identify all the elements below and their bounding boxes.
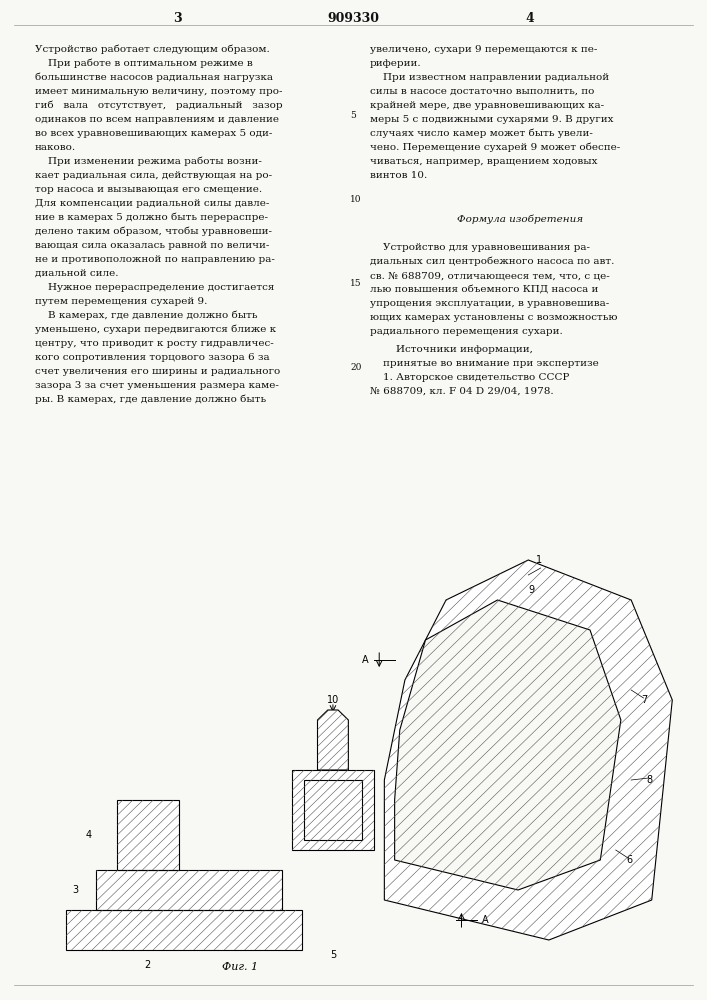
Text: случаях число камер может быть увели-: случаях число камер может быть увели-	[370, 129, 593, 138]
Text: A: A	[482, 915, 489, 925]
Text: счет увеличения его ширины и радиального: счет увеличения его ширины и радиального	[35, 367, 280, 376]
Text: тор насоса и вызывающая его смещение.: тор насоса и вызывающая его смещение.	[35, 185, 262, 194]
Bar	[304, 780, 362, 840]
Text: 9: 9	[528, 585, 534, 595]
Text: крайней мере, две уравновешивающих ка-: крайней мере, две уравновешивающих ка-	[370, 101, 604, 110]
Text: Нужное перераспределение достигается: Нужное перераспределение достигается	[35, 283, 274, 292]
Text: наково.: наково.	[35, 143, 76, 152]
Text: 20: 20	[350, 362, 361, 371]
Text: При известном направлении радиальной: При известном направлении радиальной	[370, 73, 609, 82]
Text: 6: 6	[626, 855, 632, 865]
Text: 3: 3	[73, 885, 79, 895]
Text: ющих камерах установлены с возможностью: ющих камерах установлены с возможностью	[370, 313, 617, 322]
Polygon shape	[292, 770, 374, 850]
Text: 15: 15	[350, 278, 361, 288]
Text: во всех уравновешивающих камерах 5 оди-: во всех уравновешивающих камерах 5 оди-	[35, 129, 272, 138]
Polygon shape	[317, 710, 349, 770]
Text: уменьшено, сухари передвигаются ближе к: уменьшено, сухари передвигаются ближе к	[35, 325, 276, 334]
Text: зазора 3 за счет уменьшения размера каме-: зазора 3 за счет уменьшения размера каме…	[35, 381, 279, 390]
Text: риферии.: риферии.	[370, 59, 421, 68]
Polygon shape	[395, 600, 621, 890]
Text: Формула изобретения: Формула изобретения	[457, 215, 583, 225]
Text: центру, что приводит к росту гидравличес-: центру, что приводит к росту гидравличес…	[35, 339, 274, 348]
Text: 1. Авторское свидетельство СССР: 1. Авторское свидетельство СССР	[370, 373, 569, 382]
Text: радиального перемещения сухари.: радиального перемещения сухари.	[370, 327, 563, 336]
Text: принятые во внимание при экспертизе: принятые во внимание при экспертизе	[370, 359, 599, 368]
Text: 1: 1	[535, 555, 542, 565]
Text: силы в насосе достаточно выполнить, по: силы в насосе достаточно выполнить, по	[370, 87, 595, 96]
Text: 10: 10	[350, 194, 361, 204]
Text: диальной силе.: диальной силе.	[35, 269, 119, 278]
Text: Устройство для уравновешивания ра-: Устройство для уравновешивания ра-	[370, 243, 590, 252]
Text: 5: 5	[329, 950, 336, 960]
Text: 8: 8	[647, 775, 653, 785]
Text: св. № 688709, отличающееся тем, что, с це-: св. № 688709, отличающееся тем, что, с ц…	[370, 271, 609, 280]
Text: диальных сил центробежного насоса по авт.: диальных сил центробежного насоса по авт…	[370, 257, 614, 266]
Text: большинстве насосов радиальная нагрузка: большинстве насосов радиальная нагрузка	[35, 73, 273, 83]
Text: 2: 2	[145, 960, 151, 970]
Text: ры. В камерах, где давление должно быть: ры. В камерах, где давление должно быть	[35, 395, 266, 404]
Polygon shape	[385, 560, 672, 940]
Polygon shape	[66, 910, 302, 950]
Text: гиб   вала   отсутствует,   радиальный   зазор: гиб вала отсутствует, радиальный зазор	[35, 101, 283, 110]
Text: ние в камерах 5 должно быть перераспре-: ние в камерах 5 должно быть перераспре-	[35, 213, 268, 223]
Text: Устройство работает следующим образом.: Устройство работает следующим образом.	[35, 45, 270, 54]
Text: вающая сила оказалась равной по величи-: вающая сила оказалась равной по величи-	[35, 241, 269, 250]
Text: увеличено, сухари 9 перемещаются к пе-: увеличено, сухари 9 перемещаются к пе-	[370, 45, 597, 54]
Text: кого сопротивления торцового зазора 6 за: кого сопротивления торцового зазора 6 за	[35, 353, 269, 362]
Text: чиваться, например, вращением ходовых: чиваться, например, вращением ходовых	[370, 157, 597, 166]
Text: упрощения эксплуатации, в уравновешива-: упрощения эксплуатации, в уравновешива-	[370, 299, 609, 308]
Text: 3: 3	[173, 11, 181, 24]
Text: имеет минимальную величину, поэтому про-: имеет минимальную величину, поэтому про-	[35, 87, 283, 96]
Text: 909330: 909330	[327, 11, 379, 24]
Text: При изменении режима работы возни-: При изменении режима работы возни-	[35, 157, 262, 166]
Polygon shape	[96, 870, 281, 910]
Text: кает радиальная сила, действующая на ро-: кает радиальная сила, действующая на ро-	[35, 171, 272, 180]
Text: В камерах, где давление должно быть: В камерах, где давление должно быть	[35, 311, 257, 320]
Text: 4: 4	[525, 11, 534, 24]
Text: Фиг. 1: Фиг. 1	[222, 962, 259, 972]
Text: меры 5 с подвижными сухарями 9. В других: меры 5 с подвижными сухарями 9. В других	[370, 115, 614, 124]
Text: 10: 10	[327, 695, 339, 705]
Text: не и противоположной по направлению ра-: не и противоположной по направлению ра-	[35, 255, 275, 264]
Polygon shape	[117, 800, 179, 870]
Text: 4: 4	[85, 830, 91, 840]
Text: Для компенсации радиальной силы давле-: Для компенсации радиальной силы давле-	[35, 199, 269, 208]
Text: чено. Перемещение сухарей 9 может обеспе-: чено. Перемещение сухарей 9 может обеспе…	[370, 143, 620, 152]
Text: № 688709, кл. F 04 D 29/04, 1978.: № 688709, кл. F 04 D 29/04, 1978.	[370, 387, 554, 396]
Text: 5: 5	[350, 110, 356, 119]
Text: 7: 7	[641, 695, 648, 705]
Text: лью повышения объемного КПД насоса и: лью повышения объемного КПД насоса и	[370, 285, 598, 294]
Text: Источники информации,: Источники информации,	[370, 345, 533, 354]
Text: При работе в оптимальном режиме в: При работе в оптимальном режиме в	[35, 59, 252, 68]
Text: A: A	[362, 655, 369, 665]
Text: винтов 10.: винтов 10.	[370, 171, 427, 180]
Text: путем перемещения сухарей 9.: путем перемещения сухарей 9.	[35, 297, 207, 306]
Text: одинаков по всем направлениям и давление: одинаков по всем направлениям и давление	[35, 115, 279, 124]
Text: делено таким образом, чтобы уравновеши-: делено таким образом, чтобы уравновеши-	[35, 227, 272, 236]
